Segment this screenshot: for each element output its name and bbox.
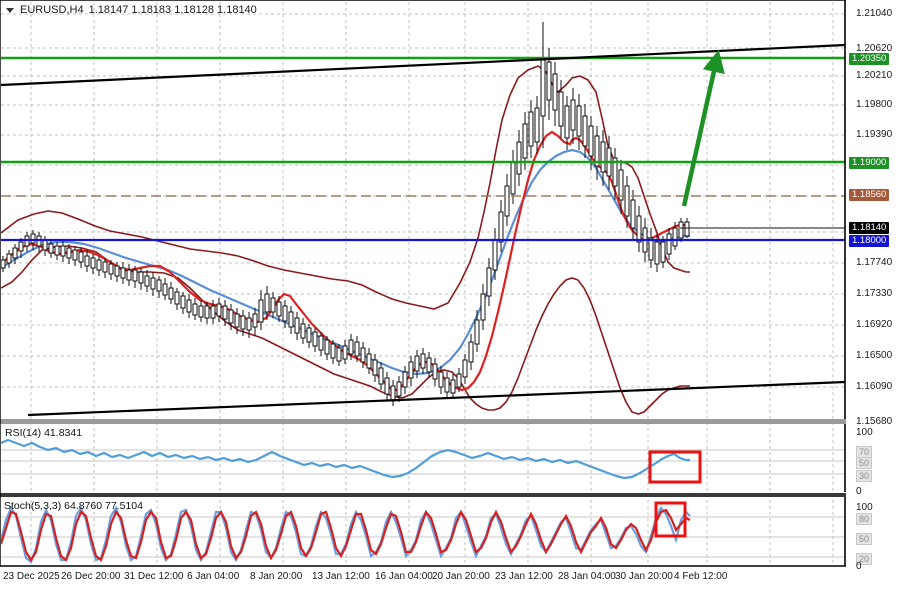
price-tick: 1.17740 [856,257,893,268]
price-badge[interactable]: 1.18140 [849,222,890,234]
stochastic-indicator-label: Stoch(5,3,3) 64.8760 77.5104 [4,500,143,512]
price-tick: 1.16090 [856,381,893,392]
bullish-arrow-annotation[interactable] [681,49,725,207]
time-tick: 23 Dec 2025 [3,571,60,582]
subpanel-scale-tick: 50 [856,533,873,545]
subpanel-scale-tick: 70 [856,446,873,458]
time-tick: 20 Jan 20:00 [432,571,490,582]
rsi-indicator-label: RSI(14) 41.8341 [5,427,83,439]
rsi-panel [1,438,845,484]
price-tick: 1.16500 [856,350,893,361]
price-tick: 1.21040 [856,8,893,19]
stoch-annotation-box[interactable] [654,501,687,538]
price-tick: 1.15680 [856,416,893,427]
subpanel-scale-tick: 100 [856,427,873,438]
lower-trendline[interactable] [27,380,846,417]
ohlc-values: 1.18147 1.18183 1.18128 1.18140 [88,4,257,16]
time-tick: 16 Jan 04:00 [375,571,433,582]
rsi-line [1,438,690,480]
candlestick-series [1,22,690,406]
time-tick: 8 Jan 20:00 [250,571,303,582]
symbol-label: EURUSD,H4 [20,4,84,16]
price-tick: 1.19390 [856,129,893,140]
time-tick: 6 Jan 04:00 [187,571,240,582]
symbol-header: EURUSD,H4 1.18147 1.18183 1.18128 1.1814… [6,4,257,16]
time-tick: 31 Dec 12:00 [124,571,184,582]
bollinger-upper-band [1,65,690,310]
bollinger-lower-band [1,245,690,415]
subpanel-scale-tick: 20 [856,553,873,565]
price-tick: 1.20210 [856,70,893,81]
price-badge[interactable]: 1.19000 [849,157,890,169]
price-badge[interactable]: 1.20350 [849,53,890,65]
time-tick: 13 Jan 12:00 [312,571,370,582]
subpanel-scale-tick: 0 [856,561,862,572]
price-tick: 1.16920 [856,319,893,330]
subpanel-scale-tick: 50 [856,457,873,469]
price-tick: 1.19800 [856,99,893,110]
price-panel-separator [0,419,846,424]
price-tick: 1.20620 [856,43,893,54]
triangle-down-icon[interactable] [6,7,14,13]
price-badge[interactable]: 1.18000 [849,235,890,247]
stochastic-panel [1,501,845,564]
stoch-d-line [1,508,691,563]
moving-average-fast [1,130,689,392]
rsi-annotation-box[interactable] [648,450,702,484]
price-tick: 1.17330 [856,288,893,299]
subpanel-scale-tick: 30 [856,470,873,482]
axis-frame [0,0,846,567]
time-tick: 30 Jan 20:00 [615,571,673,582]
time-tick: 28 Jan 04:00 [558,571,616,582]
subpanel-scale-tick: 100 [856,502,873,513]
price-badge[interactable]: 1.18560 [849,189,890,201]
price-axis[interactable]: 1.21040 1.20620 1.20210 1.19800 1.19390 1.177… [846,0,900,594]
time-tick: 26 Dec 20:00 [61,571,121,582]
subpanel-scale-tick: 80 [856,513,873,525]
rsi-panel-separator [0,493,846,497]
time-tick: 23 Jan 12:00 [495,571,553,582]
time-tick: 4 Feb 12:00 [674,571,728,582]
subpanel-scale-tick: 0 [856,486,862,497]
